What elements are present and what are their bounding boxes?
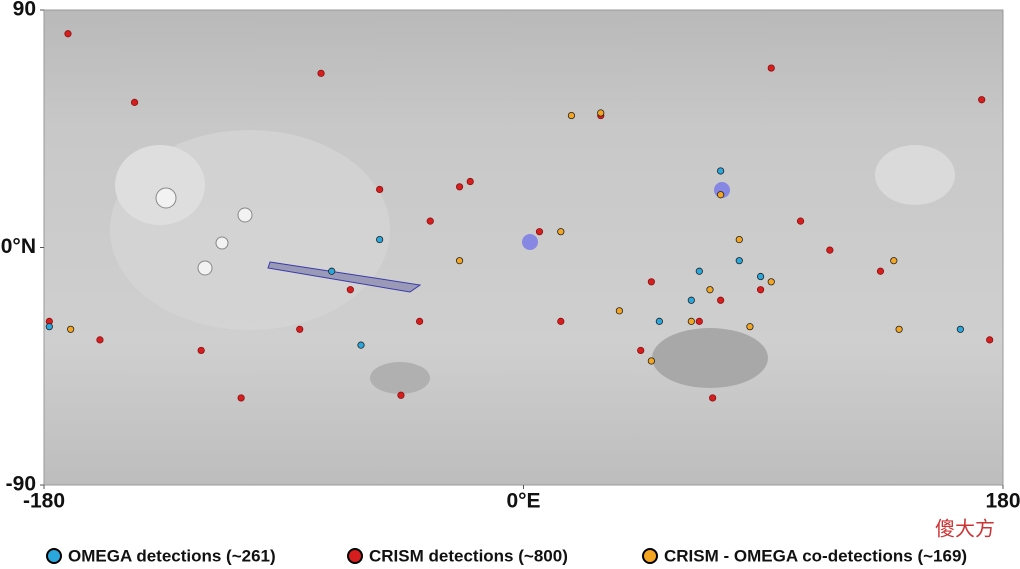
- detection-point: [615, 307, 624, 315]
- detection-point: [978, 96, 986, 104]
- legend-label: CRISM - OMEGA co-detections (~169): [664, 546, 967, 565]
- detection-point: [328, 267, 336, 275]
- detection-point: [647, 278, 655, 286]
- detection-point: [416, 317, 424, 325]
- detection-point: [717, 167, 725, 175]
- detection-point: [735, 257, 743, 265]
- legend-swatch: [642, 548, 658, 564]
- detection-point: [756, 272, 765, 281]
- detection-point: [597, 109, 605, 117]
- detection-point: [197, 346, 205, 355]
- detection-point: [695, 267, 703, 275]
- y-tick-label: 90: [13, 0, 36, 21]
- detection-point: [346, 286, 354, 294]
- detection-point: [130, 98, 139, 106]
- detection-point: [64, 30, 72, 38]
- detection-point: [96, 336, 104, 344]
- legend-swatch: [46, 548, 62, 564]
- detection-point: [890, 257, 898, 265]
- detection-point: [557, 228, 565, 236]
- detection-point: [687, 317, 695, 325]
- detection-point: [397, 391, 405, 399]
- detection-point: [956, 325, 964, 333]
- detection-point: [895, 325, 903, 333]
- detection-point: [695, 317, 703, 325]
- y-tick-label: 0°N: [1, 235, 36, 258]
- legend-item: CRISM - OMEGA co-detections (~169): [642, 546, 967, 565]
- y-tick-label: -90: [6, 473, 36, 496]
- detection-point: [426, 217, 434, 225]
- detection-point: [717, 191, 725, 199]
- detection-point: [567, 111, 576, 120]
- detection-point: [557, 317, 565, 325]
- detection-point: [296, 325, 304, 333]
- legend-item: CRISM detections (~800): [347, 546, 568, 565]
- detection-point: [756, 286, 765, 294]
- detection-point: [746, 323, 754, 331]
- detection-point: [637, 346, 645, 355]
- detection-point: [767, 64, 775, 72]
- legend-item: OMEGA detections (~261): [46, 546, 276, 565]
- detection-point: [376, 185, 384, 194]
- detection-point: [687, 296, 695, 304]
- legend-swatch: [347, 548, 363, 564]
- detection-point: [655, 317, 663, 325]
- detection-point: [796, 217, 805, 225]
- detection-point: [357, 341, 365, 349]
- detection-point: [767, 278, 775, 286]
- detection-point: [45, 323, 53, 331]
- detection-point: [67, 325, 75, 333]
- watermark: 傻大方: [935, 517, 995, 540]
- legend-label: CRISM detections (~800): [369, 546, 568, 565]
- detection-point: [647, 357, 655, 365]
- detection-point: [535, 228, 544, 236]
- x-tick-label: 0°E: [506, 490, 540, 513]
- detection-point: [826, 246, 834, 254]
- detection-point: [466, 177, 474, 186]
- detection-point: [717, 296, 725, 304]
- x-tick-label: -180: [23, 490, 65, 513]
- map-background: [43, 9, 1004, 486]
- detection-point: [876, 267, 885, 275]
- detection-point: [709, 394, 717, 402]
- detection-point: [237, 394, 245, 402]
- detection-point: [455, 257, 464, 265]
- detection-point: [376, 235, 384, 244]
- x-tick-label: 180: [985, 490, 1020, 513]
- detection-point: [735, 235, 743, 244]
- detection-point: [706, 286, 714, 294]
- legend-label: OMEGA detections (~261): [68, 546, 276, 565]
- detection-point: [986, 336, 994, 344]
- detection-point: [317, 69, 325, 77]
- detection-point: [455, 183, 464, 191]
